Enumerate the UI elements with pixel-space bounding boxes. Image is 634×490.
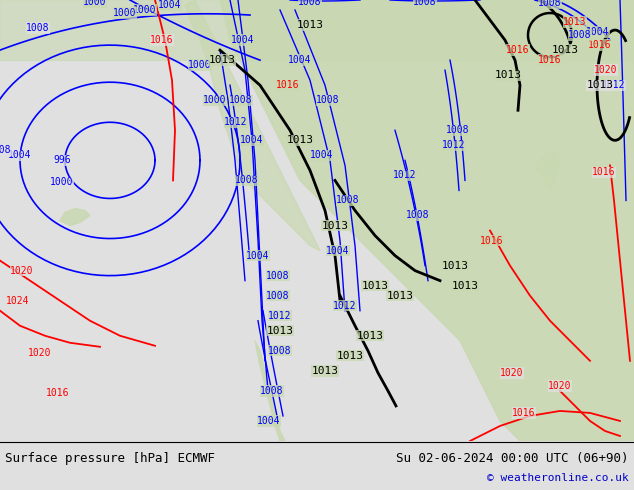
Polygon shape — [535, 150, 560, 191]
Text: © weatheronline.co.uk: © weatheronline.co.uk — [488, 473, 629, 483]
Text: 1004: 1004 — [158, 0, 182, 10]
Text: 1012: 1012 — [333, 301, 357, 311]
Text: 1020: 1020 — [500, 368, 524, 378]
Text: 1004: 1004 — [288, 55, 312, 65]
Text: 1013: 1013 — [266, 326, 294, 336]
Polygon shape — [185, 0, 320, 250]
Text: 1016: 1016 — [538, 55, 562, 65]
Text: 1016: 1016 — [512, 408, 536, 418]
Text: Su 02-06-2024 00:00 UTC (06+90): Su 02-06-2024 00:00 UTC (06+90) — [396, 451, 629, 465]
Text: 1013: 1013 — [586, 80, 614, 90]
Text: 1008: 1008 — [235, 175, 259, 185]
Text: 1016: 1016 — [592, 168, 616, 177]
Text: Surface pressure [hPa] ECMWF: Surface pressure [hPa] ECMWF — [5, 451, 215, 465]
Text: 1004: 1004 — [231, 35, 255, 45]
Text: 1004: 1004 — [257, 416, 281, 426]
Text: 1012: 1012 — [268, 311, 292, 321]
Text: 1013: 1013 — [563, 17, 586, 27]
Text: 1008: 1008 — [26, 23, 49, 33]
Text: 1013: 1013 — [297, 20, 323, 30]
Text: 1016: 1016 — [150, 35, 174, 45]
Text: 1008: 1008 — [260, 386, 284, 396]
Polygon shape — [60, 208, 90, 225]
Polygon shape — [220, 0, 634, 441]
Text: 1000: 1000 — [50, 177, 74, 187]
Text: 1013: 1013 — [287, 135, 313, 146]
Text: 1012: 1012 — [443, 140, 466, 150]
Text: 1016: 1016 — [46, 388, 70, 398]
Text: 996: 996 — [53, 155, 71, 165]
Text: 1016: 1016 — [480, 236, 504, 245]
Text: 1013: 1013 — [337, 351, 363, 361]
Text: 1013: 1013 — [356, 331, 384, 341]
Text: 1013: 1013 — [387, 291, 413, 301]
Text: 1004: 1004 — [8, 150, 32, 160]
Text: 1012: 1012 — [224, 117, 248, 127]
Text: 1008: 1008 — [298, 0, 321, 7]
Text: 1004: 1004 — [310, 150, 333, 160]
Polygon shape — [0, 0, 634, 60]
Text: 1008: 1008 — [316, 95, 340, 105]
Text: 1008: 1008 — [0, 146, 12, 155]
Text: 1004: 1004 — [246, 250, 269, 261]
Text: 1000: 1000 — [133, 5, 157, 15]
Text: 1008: 1008 — [406, 211, 430, 220]
Text: 1013: 1013 — [441, 261, 469, 270]
Text: 1016: 1016 — [588, 40, 612, 50]
Text: 1004: 1004 — [327, 245, 350, 256]
Text: 1008: 1008 — [568, 30, 592, 40]
Text: 1008: 1008 — [268, 346, 292, 356]
Text: 1012: 1012 — [602, 80, 626, 90]
Text: 1008: 1008 — [266, 291, 290, 301]
Text: 1008: 1008 — [230, 95, 253, 105]
Text: 1020: 1020 — [594, 65, 618, 75]
Text: 1000: 1000 — [188, 60, 212, 70]
Text: 1012: 1012 — [393, 171, 417, 180]
Text: 1000: 1000 — [204, 95, 227, 105]
Text: 1013: 1013 — [321, 220, 349, 230]
Text: 1013: 1013 — [552, 45, 578, 55]
Text: 1020: 1020 — [10, 266, 34, 275]
Text: 1020: 1020 — [29, 348, 52, 358]
Text: 1013: 1013 — [209, 55, 235, 65]
Text: 1008: 1008 — [538, 0, 562, 8]
Text: 1013: 1013 — [495, 70, 522, 80]
Text: 1016: 1016 — [507, 45, 530, 55]
Text: 1000: 1000 — [113, 8, 137, 18]
Text: 1008: 1008 — [336, 196, 359, 205]
Text: 1020: 1020 — [548, 381, 572, 391]
Text: 1004: 1004 — [586, 27, 610, 37]
Text: 1024: 1024 — [6, 295, 30, 306]
Polygon shape — [255, 341, 285, 441]
Text: 1000: 1000 — [83, 0, 107, 7]
Text: 1013: 1013 — [311, 366, 339, 376]
Text: 1008: 1008 — [446, 125, 470, 135]
Text: 1008: 1008 — [413, 0, 437, 7]
Text: 1013: 1013 — [451, 281, 479, 291]
Text: 1013: 1013 — [361, 281, 389, 291]
Text: 1008: 1008 — [266, 270, 290, 281]
Text: 1004: 1004 — [240, 135, 264, 146]
Text: 1016: 1016 — [276, 80, 300, 90]
